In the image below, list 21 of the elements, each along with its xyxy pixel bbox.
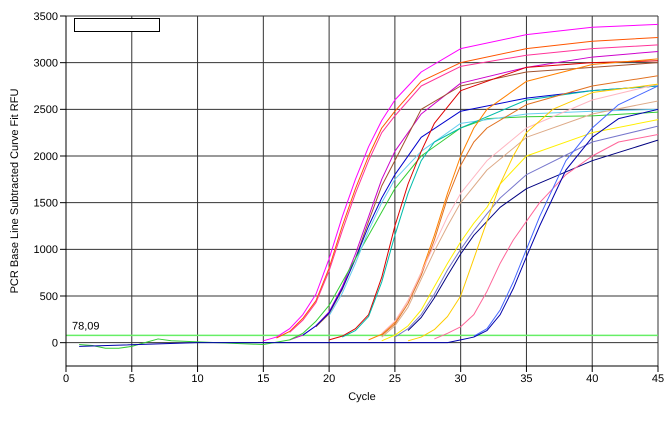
y-tick-label: 0 [52,338,58,350]
y-tick-label: 1500 [34,198,58,210]
x-tick-label: 0 [62,372,70,385]
y-tick-label: 3500 [34,10,58,23]
y-tick-label: 1000 [34,244,58,256]
x-tick-label: 10 [191,372,204,385]
y-tick-label: 500 [40,290,58,303]
y-tick-label: 2500 [34,104,58,116]
x-tick-label: 30 [454,372,467,385]
y-axis-title: PCR Base Line Subtracted Curve Fit RFU [8,88,21,294]
x-tick-label: 20 [322,372,336,385]
x-tick-label: 45 [652,372,664,385]
x-tick-label: 40 [586,372,598,385]
ref-line-label: 78,09 [72,320,100,332]
x-tick-label: 5 [128,372,135,385]
x-tick-label: 35 [520,372,533,385]
y-tick-label: 3000 [34,58,58,70]
x-tick-label: 15 [257,372,270,385]
y-tick-label: 2000 [34,150,58,163]
x-tick-label: 25 [388,372,402,385]
x-axis-title: Cycle [348,391,376,403]
